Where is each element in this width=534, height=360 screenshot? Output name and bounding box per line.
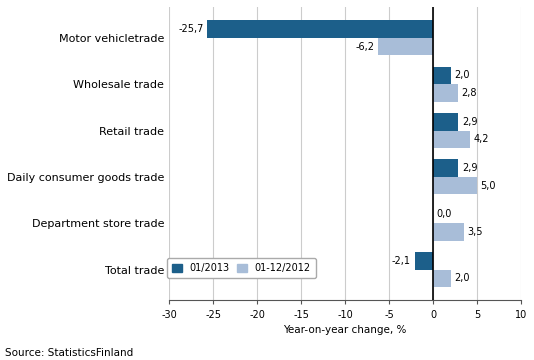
Legend: 01/2013, 01-12/2012: 01/2013, 01-12/2012 — [167, 258, 316, 278]
Text: 2,0: 2,0 — [454, 273, 469, 283]
Bar — [414, 252, 433, 270]
Text: 3,5: 3,5 — [467, 227, 483, 237]
Text: 0,0: 0,0 — [436, 210, 452, 219]
Text: 2,0: 2,0 — [454, 71, 469, 80]
Text: 2,8: 2,8 — [461, 88, 477, 98]
Bar — [433, 84, 458, 102]
Text: -2,1: -2,1 — [392, 256, 411, 266]
Bar — [433, 270, 451, 287]
X-axis label: Year-on-year change, %: Year-on-year change, % — [284, 325, 407, 335]
Text: -6,2: -6,2 — [356, 42, 375, 52]
Bar — [207, 20, 433, 38]
Bar — [433, 67, 451, 84]
Text: 4,2: 4,2 — [474, 134, 489, 144]
Text: 2,9: 2,9 — [462, 117, 477, 127]
Bar — [433, 113, 459, 131]
Bar — [433, 223, 464, 241]
Bar — [433, 177, 477, 194]
Text: 2,9: 2,9 — [462, 163, 477, 173]
Bar — [433, 159, 459, 177]
Text: Source: StatisticsFinland: Source: StatisticsFinland — [5, 348, 134, 358]
Bar — [433, 131, 470, 148]
Bar — [379, 38, 433, 55]
Text: -25,7: -25,7 — [178, 24, 203, 34]
Text: 5,0: 5,0 — [481, 181, 496, 191]
